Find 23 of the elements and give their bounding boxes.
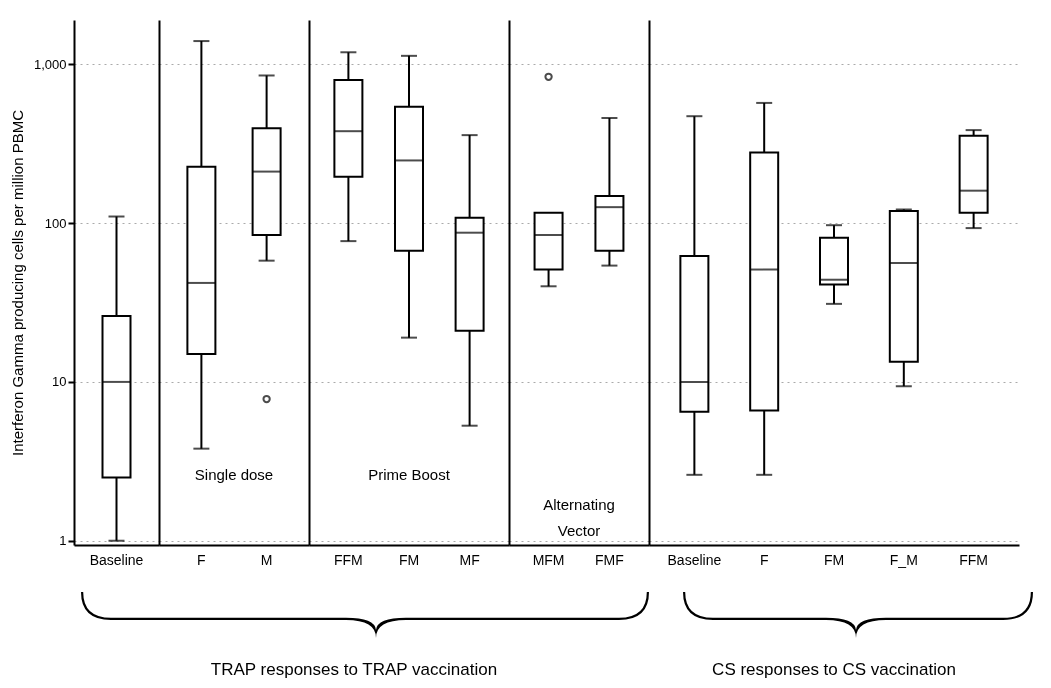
x-tick-label: FFM: [959, 551, 989, 568]
text: CS responses to CS vaccination: [712, 660, 956, 679]
y-tick-label: 1,000: [33, 56, 67, 72]
x-tick-label: MF: [459, 551, 480, 568]
x-tick-label: MFM: [532, 551, 565, 568]
x-tick-label: Baseline: [667, 551, 722, 568]
x-tick-label: F: [197, 551, 206, 568]
y-axis-title: Interferon Gamma producing cells per million PBMC: [8, 109, 26, 456]
x-tick-label: FMF: [595, 551, 624, 568]
x-tick-label: F_M: [889, 551, 918, 568]
x-tick-label: F: [759, 551, 769, 568]
x-tick-label: Baseline: [89, 551, 144, 568]
x-tick-label: FM: [398, 551, 420, 568]
y-tick-label: 1: [59, 533, 67, 549]
x-tick-label: FM: [823, 551, 845, 568]
y-tick-label: 100: [44, 215, 67, 231]
annotation: Prime Boost: [368, 466, 451, 483]
annotation: Alternating Vector: [543, 496, 615, 539]
y-tick-label: 10: [52, 374, 67, 390]
x-tick-label: FFM: [334, 551, 363, 568]
text: TRAP responses to TRAP vaccination: [210, 660, 498, 679]
annotation: Single dose: [194, 466, 274, 483]
x-tick-label: M: [260, 551, 273, 568]
